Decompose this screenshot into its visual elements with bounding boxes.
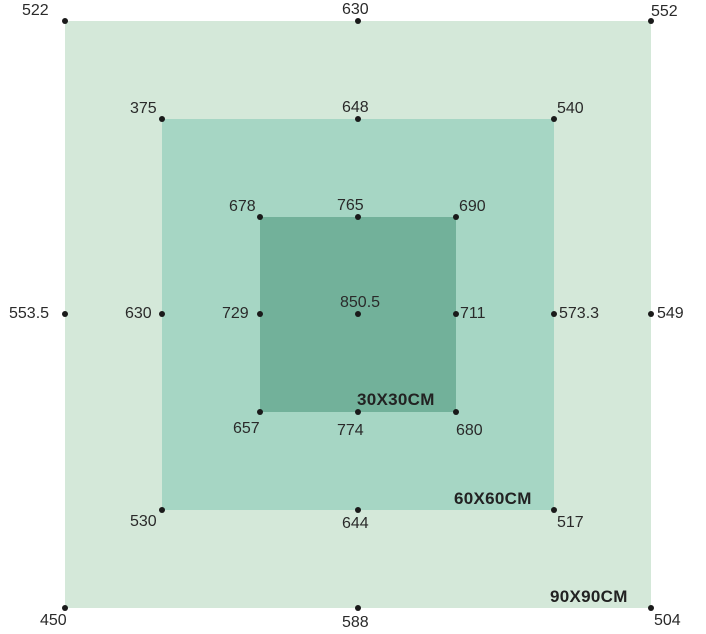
point-dot-inner-bottom-center — [355, 409, 361, 415]
point-value-inner-middle-right: 711 — [460, 305, 486, 322]
point-dot-middle-bottom-center — [355, 507, 361, 513]
point-dot-middle-top-center — [355, 116, 361, 122]
point-value-middle-middle-right: 573.3 — [559, 305, 600, 322]
point-value-middle-bottom-left: 530 — [130, 513, 157, 530]
point-value-inner-middle-left: 729 — [222, 305, 249, 322]
point-dot-inner-middle-right — [453, 311, 459, 317]
point-dot-middle-bottom-right — [551, 507, 557, 513]
point-value-center: 850.5 — [340, 294, 381, 311]
point-value-outer-bottom-right: 504 — [654, 612, 681, 629]
point-value-inner-top-center: 765 — [337, 197, 364, 214]
point-dot-outer-middle-right — [648, 311, 654, 317]
point-dot-inner-top-center — [355, 214, 361, 220]
point-value-outer-top-right: 552 — [651, 3, 678, 20]
point-value-outer-top-center: 630 — [342, 1, 369, 18]
point-value-inner-bottom-left: 657 — [233, 420, 260, 437]
point-value-middle-top-center: 648 — [342, 99, 369, 116]
point-value-middle-bottom-right: 517 — [557, 514, 584, 531]
point-value-inner-bottom-center: 774 — [337, 422, 364, 439]
point-dot-middle-top-left — [159, 116, 165, 122]
point-dot-outer-bottom-center — [355, 605, 361, 611]
point-value-inner-bottom-right: 680 — [456, 422, 483, 439]
point-dot-inner-top-right — [453, 214, 459, 220]
point-value-inner-top-right: 690 — [459, 198, 486, 215]
point-dot-middle-bottom-left — [159, 507, 165, 513]
point-dot-middle-middle-right — [551, 311, 557, 317]
point-dot-outer-top-left — [62, 18, 68, 24]
point-value-middle-top-right: 540 — [557, 100, 584, 117]
point-value-outer-middle-left: 553.5 — [9, 305, 50, 322]
outer-square-label: 90X90CM — [550, 587, 628, 606]
point-dot-outer-top-center — [355, 18, 361, 24]
point-value-outer-bottom-center: 588 — [342, 614, 369, 631]
point-dot-outer-top-right — [648, 18, 654, 24]
point-dot-middle-middle-left — [159, 311, 165, 317]
point-dot-middle-top-right — [551, 116, 557, 122]
point-dot-inner-top-left — [257, 214, 263, 220]
point-value-outer-middle-right: 549 — [657, 305, 684, 322]
point-dot-outer-bottom-right — [648, 605, 654, 611]
point-dot-outer-middle-left — [62, 311, 68, 317]
middle-square-label: 60X60CM — [454, 489, 532, 508]
point-value-inner-top-left: 678 — [229, 198, 256, 215]
point-value-outer-top-left: 522 — [22, 2, 49, 19]
point-dot-inner-middle-left — [257, 311, 263, 317]
point-value-outer-bottom-left: 450 — [40, 612, 67, 629]
point-dot-center — [355, 311, 361, 317]
inner-square-label: 30X30CM — [357, 390, 435, 409]
point-dot-inner-bottom-right — [453, 409, 459, 415]
point-value-middle-top-left: 375 — [130, 100, 157, 117]
point-dot-outer-bottom-left — [62, 605, 68, 611]
point-value-middle-middle-left: 630 — [125, 305, 152, 322]
point-dot-inner-bottom-left — [257, 409, 263, 415]
point-value-middle-bottom-center: 644 — [342, 515, 369, 532]
